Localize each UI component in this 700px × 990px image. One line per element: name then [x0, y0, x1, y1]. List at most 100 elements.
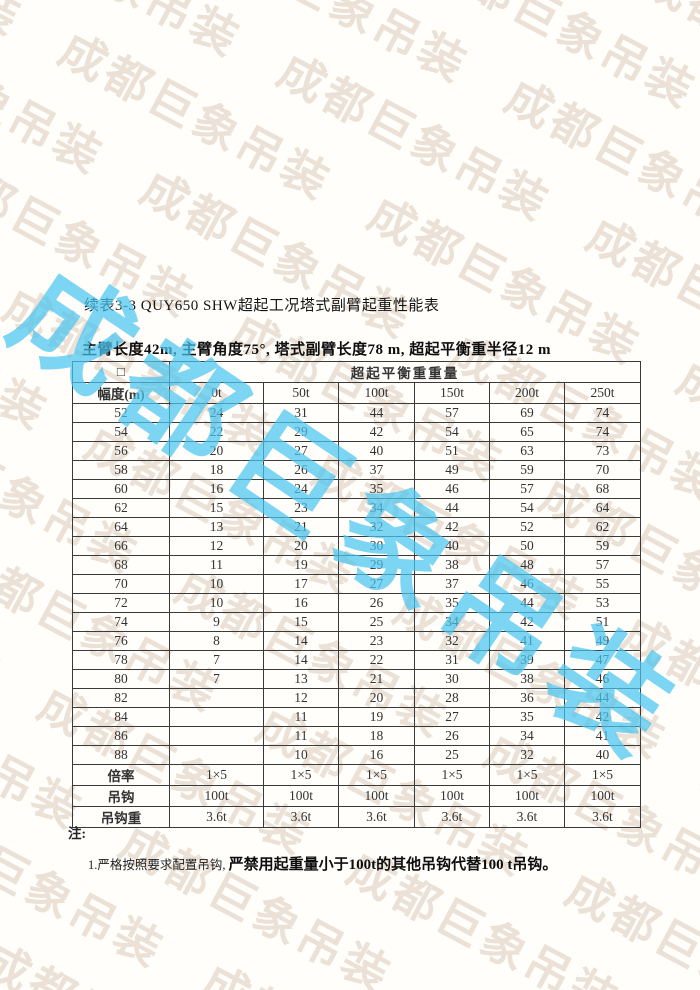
capacity-cell: 35: [489, 707, 565, 727]
capacity-cell: 39: [489, 650, 565, 670]
capacity-cell: 19: [338, 707, 415, 727]
capacity-cell: 10: [169, 593, 264, 613]
capacity-cell: 27: [263, 441, 339, 461]
capacity-cell: 32: [414, 631, 490, 651]
capacity-cell: 13: [169, 517, 264, 537]
radius-cell: 56: [72, 441, 170, 461]
radius-cell: 84: [72, 707, 170, 727]
table-row: 70 10 17 27 37 46 55: [72, 574, 641, 594]
capacity-cell: 21: [338, 669, 415, 689]
capacity-cell: 46: [414, 479, 490, 499]
capacity-cell: 38: [414, 555, 490, 575]
capacity-cell: 49: [564, 631, 641, 651]
capacity-cell: 54: [414, 422, 490, 442]
capacity-cell: 50: [489, 536, 565, 556]
column-header-cell: 200t: [489, 382, 565, 404]
capacity-cell: 40: [414, 536, 490, 556]
capacity-cell: 16: [263, 593, 339, 613]
table-row: 58 18 26 37 49 59 70: [72, 460, 641, 480]
capacity-cell: 64: [564, 498, 641, 518]
capacity-cell: 34: [414, 612, 490, 632]
footer-value-cell: 100t: [489, 785, 565, 807]
capacity-cell: 12: [169, 536, 264, 556]
footer-row: 吊钩重 3.6t 3.6t 3.6t 3.6t 3.6t 3.6t: [72, 806, 641, 828]
table-row: 66 12 20 30 40 50 59: [72, 536, 641, 556]
table-row: 88 10 16 25 32 40: [72, 745, 641, 765]
capacity-cell: 26: [338, 593, 415, 613]
column-header-cell: 50t: [263, 382, 339, 404]
capacity-cell: 18: [169, 460, 264, 480]
footer-value-cell: 100t: [564, 785, 641, 807]
capacity-cell: 10: [169, 574, 264, 594]
capacity-cell: 15: [263, 612, 339, 632]
capacity-cell: 38: [489, 669, 565, 689]
footer-value-cell: 3.6t: [169, 806, 264, 828]
footer-value-cell: 3.6t: [338, 806, 415, 828]
capacity-cell: 11: [263, 707, 339, 727]
capacity-cell: 34: [489, 726, 565, 746]
capacity-cell: 59: [564, 536, 641, 556]
capacity-cell: 27: [414, 707, 490, 727]
radius-cell: 86: [72, 726, 170, 746]
capacity-cell: 11: [169, 555, 264, 575]
capacity-cell: 55: [564, 574, 641, 594]
capacity-cell: 42: [414, 517, 490, 537]
header-row-group: □ 超起平衡重重量: [72, 361, 641, 383]
capacity-cell: 7: [169, 669, 264, 689]
footer-label-cell: 吊钩: [72, 785, 170, 807]
capacity-cell: 57: [489, 479, 565, 499]
capacity-cell: 29: [263, 422, 339, 442]
footer-value-cell: 3.6t: [414, 806, 490, 828]
capacity-cell: 36: [489, 688, 565, 708]
radius-cell: 52: [72, 403, 170, 423]
capacity-cell: 51: [564, 612, 641, 632]
footer-value-cell: 3.6t: [564, 806, 641, 828]
note-line-1: 1.严格按照要求配置吊钩, 严禁用起重量小于100t的其他吊钩代替100 t吊钩…: [88, 853, 557, 874]
footer-value-cell: 1×5: [489, 764, 565, 786]
capacity-cell: [169, 745, 264, 765]
note-1-warning: 严禁用起重量小于100t的其他吊钩代替100 t吊钩。: [228, 857, 558, 873]
table-row: 60 16 24 35 46 57 68: [72, 479, 641, 499]
capacity-cell: 12: [263, 688, 339, 708]
capacity-cell: 24: [263, 479, 339, 499]
capacity-cell: 23: [338, 631, 415, 651]
capacity-cell: 29: [338, 555, 415, 575]
capacity-cell: 32: [338, 517, 415, 537]
footer-row: 倍率 1×5 1×5 1×5 1×5 1×5 1×5: [72, 764, 641, 786]
capacity-cell: 70: [564, 460, 641, 480]
table-row: 72 10 16 26 35 44 53: [72, 593, 641, 613]
radius-cell: 66: [72, 536, 170, 556]
capacity-cell: 35: [414, 593, 490, 613]
capacity-cell: 53: [564, 593, 641, 613]
capacity-cell: 9: [169, 612, 264, 632]
capacity-cell: 37: [414, 574, 490, 594]
footer-value-cell: 3.6t: [263, 806, 339, 828]
capacity-cell: 28: [414, 688, 490, 708]
capacity-cell: 24: [169, 403, 264, 423]
footer-value-cell: 100t: [338, 785, 415, 807]
radius-cell: 72: [72, 593, 170, 613]
capacity-cell: 22: [338, 650, 415, 670]
capacity-cell: 35: [338, 479, 415, 499]
capacity-cell: 14: [263, 631, 339, 651]
capacity-cell: 42: [489, 612, 565, 632]
capacity-cell: 40: [338, 441, 415, 461]
capacity-cell: 57: [414, 403, 490, 423]
table-subtitle: 主臂长度42m, 主臂角度75°, 塔式副臂长度78 m, 超起平衡重半径12 …: [82, 342, 551, 358]
header-row-columns: 幅度(m) 0t 50t 100t 150t 200t 250t: [72, 382, 641, 404]
radius-header-cell: 幅度(m): [72, 382, 170, 404]
capacity-cell: 8: [169, 631, 264, 651]
capacity-cell: 52: [489, 517, 565, 537]
capacity-cell: 44: [338, 403, 415, 423]
table-row: 84 11 19 27 35 42: [72, 707, 641, 727]
capacity-cell: [169, 726, 264, 746]
capacity-cell: 62: [564, 517, 641, 537]
capacity-table: □ 超起平衡重重量 幅度(m) 0t 50t 100t 150t 200t 250t 52 24 31…: [72, 361, 641, 828]
capacity-cell: 42: [564, 707, 641, 727]
capacity-cell: 13: [263, 669, 339, 689]
footer-row: 吊钩 100t 100t 100t 100t 100t 100t: [72, 785, 641, 807]
notes-label: 注:: [68, 826, 86, 841]
footer-value-cell: 1×5: [564, 764, 641, 786]
